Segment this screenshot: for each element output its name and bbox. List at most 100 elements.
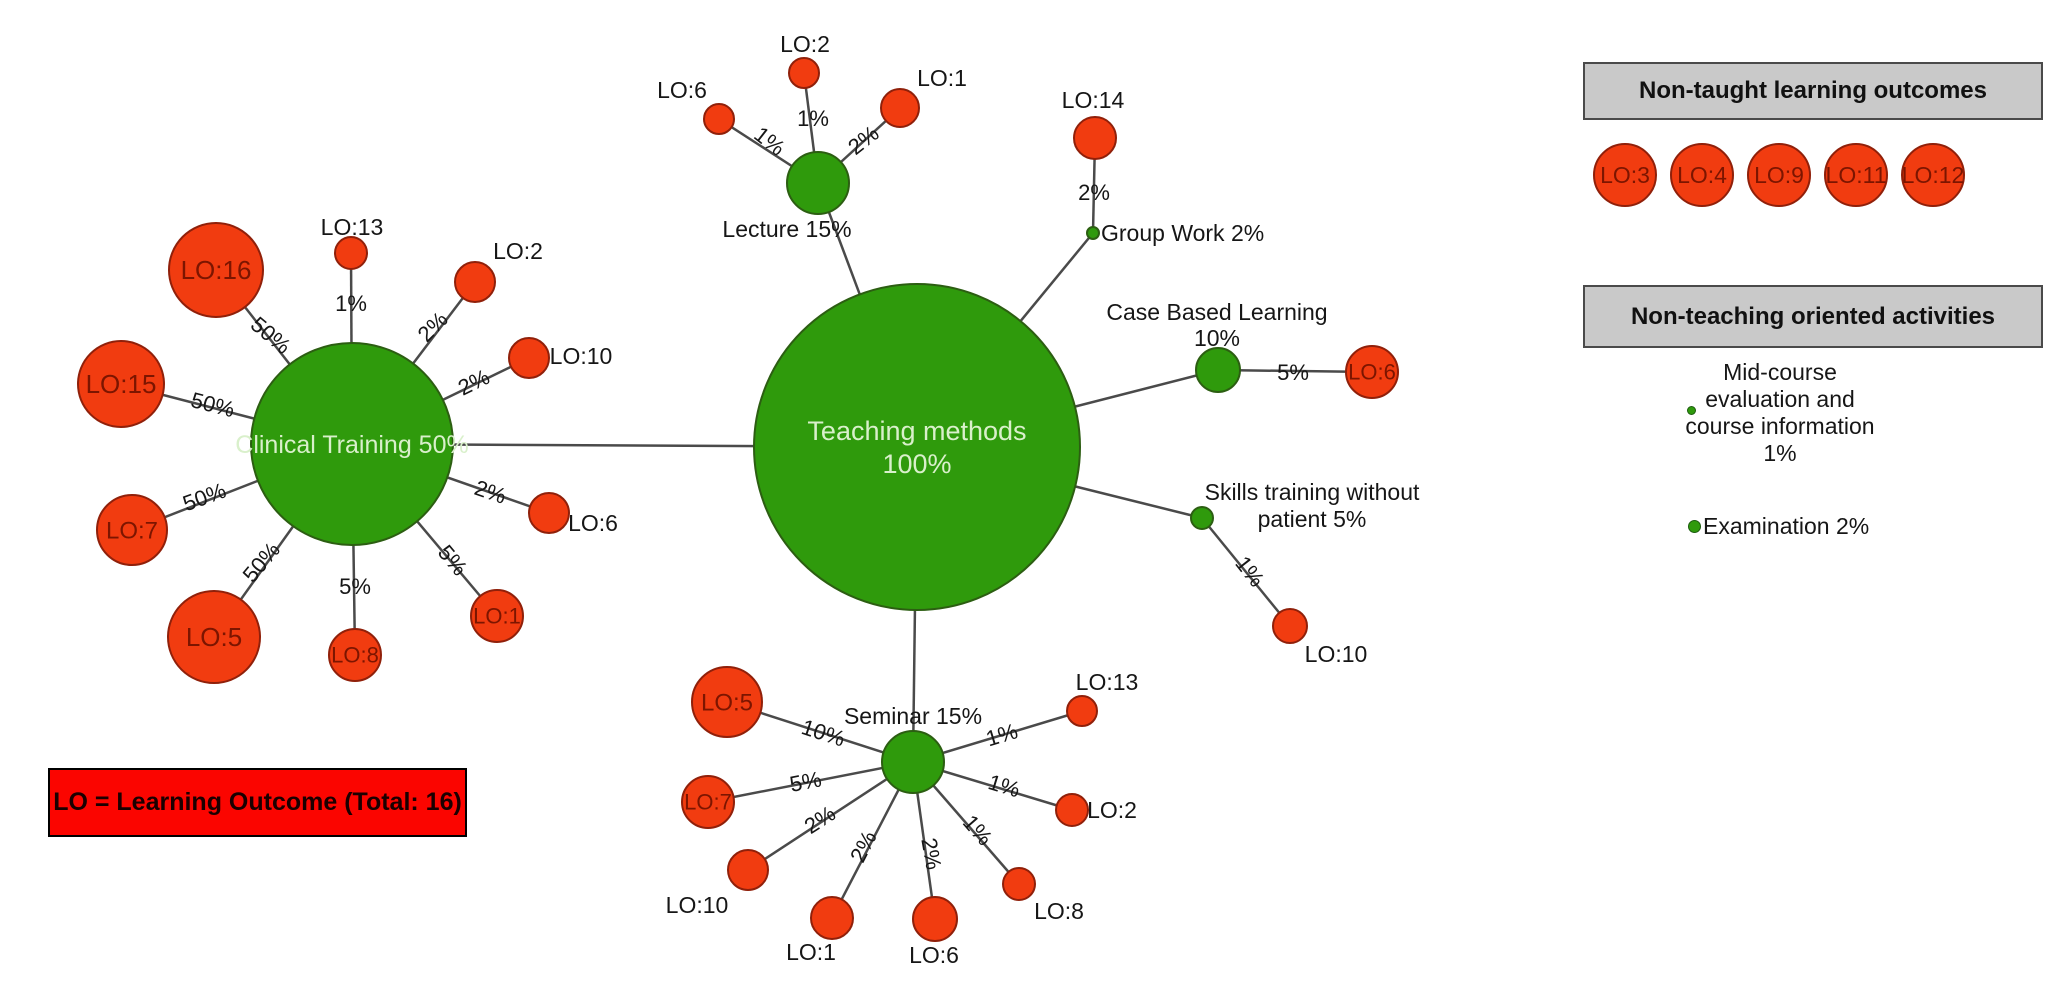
node-label-lo6_lec: LO:6 <box>657 77 707 103</box>
node-lo8_cl <box>328 628 382 682</box>
node-label-lo14: LO:14 <box>1062 87 1125 113</box>
node-label-teaching: Teaching methods 100% <box>807 416 1026 479</box>
edge-label-clinical-lo2_cl: 2% <box>413 307 453 347</box>
node-label-lo1_sem: LO:1 <box>786 939 836 965</box>
node-label-groupwork: Group Work 2% <box>1101 220 1264 246</box>
node-label-lo8_sem: LO:8 <box>1034 898 1084 924</box>
edge-label-seminar-lo2_sem: 1% <box>985 769 1023 802</box>
node-lo2_sem <box>1055 793 1089 827</box>
node-lo1_sem <box>810 896 854 940</box>
edge-label-seminar-lo7_sem: 5% <box>788 766 824 797</box>
node-label-lo7_cl: LO:7 <box>106 517 158 544</box>
edge-label-seminar-lo6_sem: 2% <box>916 836 946 872</box>
node-groupwork <box>1086 226 1100 240</box>
edge-skills-lo10_sk <box>1201 517 1291 627</box>
examination-label: Examination 2% <box>1703 513 1870 539</box>
legend-outcome-label: LO:11 <box>1825 161 1887 188</box>
node-lo5_cl <box>167 590 261 684</box>
edge-label-lecture-lo6_lec: 1% <box>749 121 789 160</box>
legend-non-taught-title: Non-taught learning outcomes <box>1639 77 1987 104</box>
edge-label-clinical-lo8_cl: 5% <box>339 574 371 599</box>
edge-label-seminar-lo13_sem: 1% <box>983 718 1021 751</box>
node-label-skills: Skills training without patient 5% <box>1205 479 1420 532</box>
examination-dot-icon <box>1688 520 1701 533</box>
node-lo1_cl <box>470 589 524 643</box>
midcourse-line: 1% <box>1763 440 1797 466</box>
node-lo6_sem <box>912 896 958 942</box>
edge-label-clinical-lo10_cl: 2% <box>454 364 494 400</box>
edge-label-clinical-lo7_cl: 50% <box>179 478 229 517</box>
edge-label-cbl-lo6_cbl: 5% <box>1277 360 1309 385</box>
node-label-seminar: Seminar 15% <box>844 703 982 729</box>
node-lo10_sem <box>727 849 769 891</box>
legend-outcome-label: LO:3 <box>1600 161 1650 188</box>
node-lo6_cbl <box>1345 345 1399 399</box>
midcourse-line: course information <box>1685 413 1875 439</box>
legend-examination-item: Examination 2% <box>1703 513 1869 540</box>
node-lo6_cl <box>528 492 570 534</box>
node-label-lo8_cl: LO:8 <box>331 643 379 668</box>
node-label-lo10_cl: LO:10 <box>550 343 613 369</box>
node-teaching <box>753 283 1081 611</box>
node-lo13_cl <box>334 236 368 270</box>
node-label-lo6_sem: LO:6 <box>909 942 959 968</box>
node-label-lo1_cl: LO:1 <box>473 604 521 629</box>
node-label-lo15: LO:15 <box>86 369 157 399</box>
edge-label-seminar-lo8_sem: 1% <box>958 810 998 850</box>
node-label-lo5_sem: LO:5 <box>701 689 753 716</box>
node-lo10_sk <box>1272 608 1308 644</box>
node-lo6_lec <box>703 103 735 135</box>
note-box-text: LO = Learning Outcome (Total: 16) <box>53 788 462 816</box>
node-lo10_cl <box>508 337 550 379</box>
legend-outcome-circle-lo9: LO:9 <box>1747 143 1811 207</box>
node-lo7_cl <box>96 494 168 566</box>
legend-non-taught-items: LO:3 LO:4 LO:9 LO:11 LO:12 <box>1593 143 1965 207</box>
legend-midcourse-item: Mid-course evaluation and course informa… <box>1640 359 1920 467</box>
node-label-lo6_cl: LO:6 <box>568 510 618 536</box>
legend-non-teaching-header: Non-teaching oriented activities <box>1583 285 2043 348</box>
node-lo14 <box>1073 116 1117 160</box>
node-clinical <box>250 342 454 546</box>
node-label-lo5_cl: LO:5 <box>186 622 242 652</box>
node-lo5_sem <box>691 666 763 738</box>
node-label-lo10_sem: LO:10 <box>666 892 729 918</box>
edge-seminar-lo7_sem <box>707 760 914 804</box>
node-label-lo10_sk: LO:10 <box>1305 641 1368 667</box>
node-lo8_sem <box>1002 867 1036 901</box>
edge-label-lecture-lo2_lec: 1% <box>797 106 829 131</box>
node-lecture <box>786 151 850 215</box>
node-lo1_lec <box>880 88 920 128</box>
node-label-lo13_cl: LO:13 <box>321 214 384 240</box>
node-label-lo13_sem: LO:13 <box>1076 669 1139 695</box>
legend-outcome-circle-lo3: LO:3 <box>1593 143 1657 207</box>
legend-outcome-circle-lo11: LO:11 <box>1824 143 1888 207</box>
node-label-lo1_lec: LO:1 <box>917 65 967 91</box>
edge-label-clinical-lo15: 50% <box>188 387 237 422</box>
midcourse-line: evaluation and <box>1705 386 1855 412</box>
node-label-lo16: LO:16 <box>181 255 252 285</box>
legend-outcome-label: LO:4 <box>1677 161 1727 188</box>
node-label-lo7_sem: LO:7 <box>684 790 732 815</box>
node-cbl <box>1195 347 1241 393</box>
edge-label-clinical-lo5_cl: 50% <box>238 537 285 587</box>
legend-outcome-label: LO:9 <box>1754 161 1804 188</box>
edge-label-skills-lo10_sk: 1% <box>1230 551 1269 591</box>
node-lo2_cl <box>454 261 496 303</box>
midcourse-dot-icon <box>1687 406 1696 415</box>
node-lo15 <box>77 340 165 428</box>
node-skills <box>1190 506 1214 530</box>
node-label-clinical: Clinical Training 50% <box>235 431 468 459</box>
legend-non-teaching-title: Non-teaching oriented activities <box>1630 302 1996 330</box>
edge-label-seminar-lo5_sem: 10% <box>799 714 849 751</box>
edge-seminar-lo10_sem <box>747 760 914 872</box>
node-lo7_sem <box>681 775 735 829</box>
node-label-lo6_cbl: LO:6 <box>1348 360 1396 385</box>
legend-non-taught-header: Non-taught learning outcomes <box>1583 62 2043 120</box>
note-box: LO = Learning Outcome (Total: 16) <box>48 768 467 837</box>
edge-label-groupwork-lo14: 2% <box>1078 180 1110 205</box>
node-label-lo2_lec: LO:2 <box>780 31 830 57</box>
midcourse-line: Mid-course <box>1723 359 1837 385</box>
legend-outcome-circle-lo4: LO:4 <box>1670 143 1734 207</box>
